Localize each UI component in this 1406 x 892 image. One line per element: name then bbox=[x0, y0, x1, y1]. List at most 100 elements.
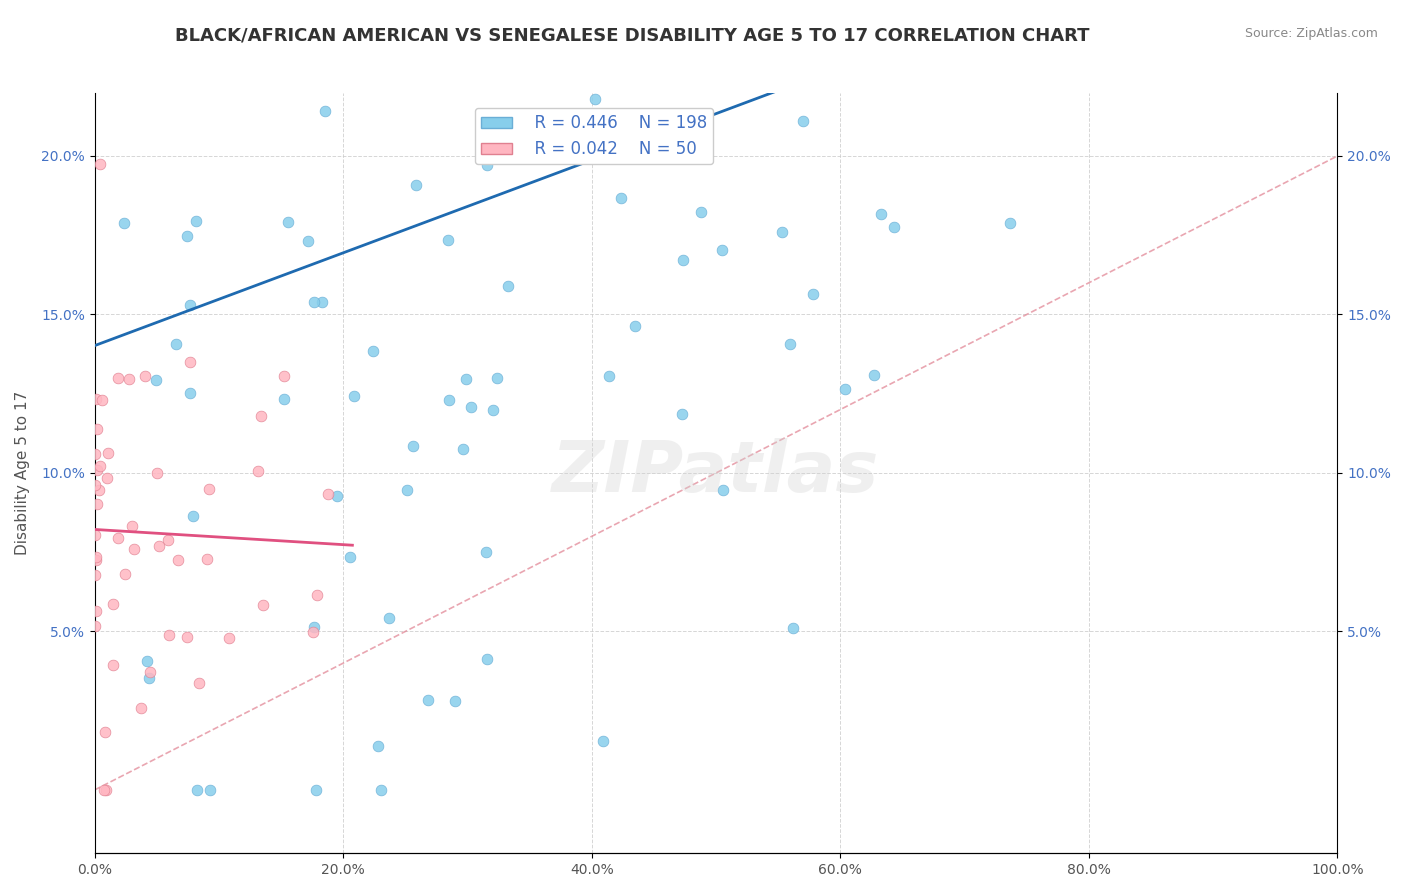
Blacks/African Americans bbox=[330, 0, 353, 14]
Blacks/African Americans bbox=[138, 672, 160, 686]
Senegalese bbox=[83, 478, 105, 492]
Blacks/African Americans bbox=[956, 0, 979, 4]
Blacks/African Americans bbox=[766, 0, 789, 4]
Blacks/African Americans bbox=[681, 29, 703, 43]
Blacks/African Americans bbox=[723, 0, 745, 4]
Blacks/African Americans bbox=[772, 225, 794, 239]
Blacks/African Americans bbox=[1040, 0, 1063, 4]
Senegalese bbox=[247, 464, 270, 478]
Blacks/African Americans bbox=[831, 0, 853, 4]
Blacks/African Americans bbox=[326, 489, 349, 503]
Senegalese bbox=[156, 533, 179, 547]
Blacks/African Americans bbox=[1024, 0, 1046, 4]
Blacks/African Americans bbox=[319, 53, 342, 67]
Senegalese bbox=[114, 567, 136, 582]
Blacks/African Americans bbox=[1195, 0, 1218, 4]
Blacks/African Americans bbox=[375, 0, 398, 4]
Blacks/African Americans bbox=[516, 58, 538, 72]
Blacks/African Americans bbox=[737, 0, 759, 4]
Blacks/African Americans bbox=[1161, 0, 1184, 4]
Blacks/African Americans bbox=[782, 621, 804, 635]
Blacks/African Americans bbox=[685, 54, 707, 68]
Blacks/African Americans bbox=[862, 368, 884, 382]
Senegalese bbox=[176, 630, 198, 644]
Blacks/African Americans bbox=[792, 0, 814, 4]
Blacks/African Americans bbox=[725, 0, 748, 4]
Senegalese bbox=[94, 725, 117, 739]
Senegalese bbox=[84, 392, 107, 406]
Blacks/African Americans bbox=[886, 0, 908, 4]
Blacks/African Americans bbox=[1260, 0, 1282, 4]
Blacks/African Americans bbox=[591, 0, 613, 4]
Blacks/African Americans bbox=[856, 0, 879, 4]
Blacks/African Americans bbox=[187, 0, 209, 4]
Senegalese bbox=[129, 700, 152, 714]
Blacks/African Americans bbox=[801, 287, 824, 301]
Blacks/African Americans bbox=[419, 0, 441, 4]
Blacks/African Americans bbox=[297, 235, 319, 249]
Blacks/African Americans bbox=[967, 0, 990, 4]
Senegalese bbox=[83, 447, 105, 461]
Blacks/African Americans bbox=[1098, 0, 1121, 4]
Blacks/African Americans bbox=[799, 37, 821, 51]
Blacks/African Americans bbox=[302, 295, 325, 310]
Blacks/African Americans bbox=[900, 0, 922, 4]
Blacks/African Americans bbox=[474, 544, 496, 558]
Senegalese bbox=[249, 409, 271, 424]
Blacks/African Americans bbox=[661, 0, 683, 4]
Blacks/African Americans bbox=[294, 0, 316, 4]
Blacks/African Americans bbox=[419, 0, 441, 4]
Blacks/African Americans bbox=[540, 0, 562, 4]
Blacks/African Americans bbox=[706, 0, 728, 4]
Blacks/African Americans bbox=[794, 0, 817, 4]
Blacks/African Americans bbox=[1070, 0, 1092, 4]
Blacks/African Americans bbox=[437, 393, 460, 408]
Blacks/African Americans bbox=[1091, 45, 1114, 59]
Senegalese bbox=[86, 463, 108, 477]
Blacks/African Americans bbox=[765, 0, 787, 4]
Blacks/African Americans bbox=[889, 0, 911, 4]
Senegalese bbox=[93, 783, 115, 797]
Senegalese bbox=[89, 459, 111, 474]
Blacks/African Americans bbox=[485, 371, 508, 385]
Blacks/African Americans bbox=[301, 19, 323, 33]
Blacks/African Americans bbox=[391, 0, 413, 4]
Blacks/African Americans bbox=[510, 0, 533, 4]
Blacks/African Americans bbox=[678, 0, 700, 4]
Senegalese bbox=[84, 553, 107, 567]
Blacks/African Americans bbox=[832, 0, 855, 4]
Blacks/African Americans bbox=[689, 205, 711, 219]
Blacks/African Americans bbox=[621, 0, 644, 4]
Senegalese bbox=[146, 466, 169, 480]
Blacks/African Americans bbox=[648, 0, 671, 4]
Senegalese bbox=[89, 156, 111, 170]
Blacks/African Americans bbox=[159, 0, 181, 4]
Blacks/African Americans bbox=[617, 142, 640, 156]
Senegalese bbox=[86, 422, 108, 436]
Senegalese bbox=[101, 597, 124, 611]
Blacks/African Americans bbox=[477, 158, 499, 172]
Blacks/African Americans bbox=[496, 279, 519, 293]
Blacks/African Americans bbox=[418, 693, 440, 707]
Blacks/African Americans bbox=[661, 0, 683, 4]
Blacks/African Americans bbox=[891, 0, 914, 4]
Blacks/African Americans bbox=[779, 337, 801, 351]
Blacks/African Americans bbox=[375, 55, 398, 70]
Senegalese bbox=[273, 368, 295, 383]
Blacks/African Americans bbox=[184, 214, 207, 228]
Blacks/African Americans bbox=[853, 0, 876, 4]
Blacks/African Americans bbox=[665, 0, 688, 4]
Senegalese bbox=[87, 483, 110, 497]
Blacks/African Americans bbox=[186, 783, 208, 797]
Blacks/African Americans bbox=[470, 20, 492, 34]
Blacks/African Americans bbox=[671, 407, 693, 421]
Blacks/African Americans bbox=[973, 0, 995, 4]
Blacks/African Americans bbox=[799, 0, 821, 4]
Blacks/African Americans bbox=[927, 0, 949, 4]
Blacks/African Americans bbox=[761, 0, 783, 4]
Blacks/African Americans bbox=[898, 0, 921, 4]
Blacks/African Americans bbox=[136, 654, 159, 668]
Blacks/African Americans bbox=[467, 0, 489, 4]
Blacks/African Americans bbox=[624, 146, 647, 161]
Blacks/African Americans bbox=[959, 0, 981, 4]
